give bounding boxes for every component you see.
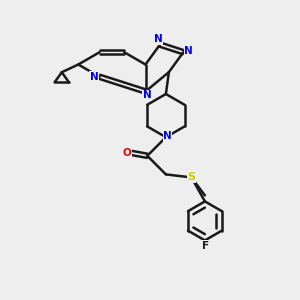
- Text: N: N: [142, 90, 152, 100]
- Text: N: N: [90, 72, 99, 82]
- Text: N: N: [184, 46, 193, 56]
- Text: N: N: [154, 34, 163, 44]
- Text: S: S: [188, 172, 195, 182]
- Text: N: N: [163, 131, 172, 141]
- Text: F: F: [202, 241, 209, 251]
- Text: O: O: [123, 148, 132, 158]
